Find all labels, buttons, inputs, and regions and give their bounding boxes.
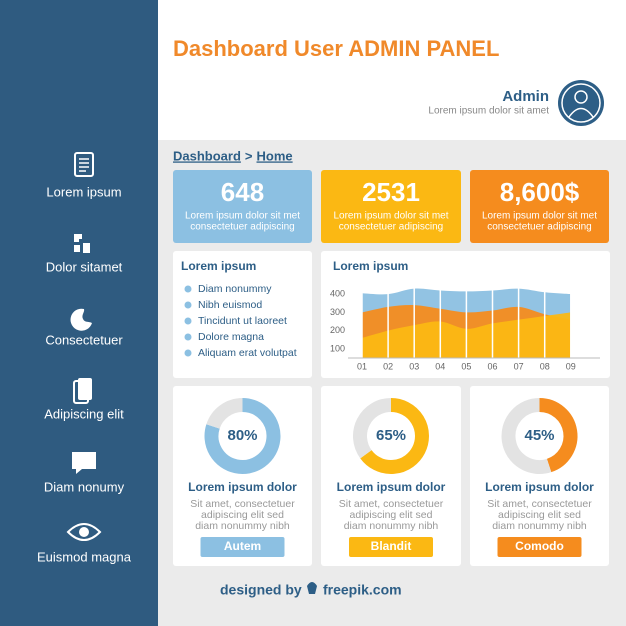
list-item: Aliquam erat volutpat bbox=[198, 347, 297, 359]
icon-puzzle bbox=[74, 234, 90, 253]
stat-card bbox=[321, 170, 461, 243]
sidebar-label[interactable]: Diam nonumy bbox=[44, 479, 125, 494]
y-tick-label: 300 bbox=[330, 307, 345, 317]
icon-doc-lines bbox=[79, 158, 89, 172]
x-tick-label: 04 bbox=[435, 361, 445, 371]
card-text: Sit amet, consectetuer bbox=[190, 498, 295, 510]
user-subtitle: Lorem ipsum dolor sit amet bbox=[428, 106, 549, 117]
card-text: diam nonummy nibh bbox=[195, 520, 290, 532]
sidebar-label[interactable]: Lorem ipsum bbox=[46, 184, 121, 199]
avatar-head bbox=[574, 90, 588, 104]
sidebar-icons bbox=[66, 152, 102, 541]
stat-text: consectetuer adipiscing bbox=[190, 222, 295, 233]
footer-logo bbox=[307, 582, 317, 594]
y-tick-label: 200 bbox=[330, 325, 345, 335]
user-name[interactable]: Admin bbox=[502, 88, 549, 105]
icon-eye bbox=[66, 523, 102, 541]
x-tick-label: 05 bbox=[461, 361, 471, 371]
bullet bbox=[184, 285, 192, 293]
x-tick-label: 03 bbox=[409, 361, 419, 371]
card-button[interactable] bbox=[497, 537, 582, 557]
stat-text: Lorem ipsum dolor sit met bbox=[333, 211, 448, 222]
card-text: adipiscing elit sed bbox=[498, 509, 581, 521]
x-tick-label: 02 bbox=[383, 361, 393, 371]
page-title: Dashboard User ADMIN PANEL bbox=[173, 36, 499, 61]
donut-label: 65% bbox=[376, 427, 406, 444]
donut-segment bbox=[353, 398, 392, 459]
x-tick-label: 07 bbox=[514, 361, 524, 371]
sidebar-label[interactable]: Consectetuer bbox=[45, 332, 123, 347]
list-item: Nibh euismod bbox=[198, 299, 262, 311]
avatar-ring bbox=[561, 83, 601, 123]
button-label[interactable]: Autem bbox=[224, 539, 261, 553]
card-text: adipiscing elit sed bbox=[350, 509, 433, 521]
list-item: Dolore magna bbox=[198, 331, 264, 343]
stat-card bbox=[470, 170, 609, 243]
card-title: Lorem ipsum dolor bbox=[485, 480, 594, 494]
stat-text: consectetuer adipiscing bbox=[339, 222, 444, 233]
avatar-body bbox=[568, 107, 594, 118]
bullet bbox=[184, 301, 192, 309]
donut-label: 45% bbox=[524, 427, 554, 444]
sidebar-label[interactable]: Dolor sitamet bbox=[46, 259, 123, 274]
card-text: adipiscing elit sed bbox=[201, 509, 284, 521]
icon-palette bbox=[70, 308, 92, 331]
card-text: Sit amet, consectetuer bbox=[487, 498, 592, 510]
x-tick-label: 01 bbox=[357, 361, 367, 371]
stat-text: consectetuer adipiscing bbox=[487, 222, 592, 233]
x-tick-label: 08 bbox=[540, 361, 550, 371]
bullet bbox=[184, 349, 192, 357]
donut-label: 80% bbox=[227, 427, 257, 444]
stat-value: 2531 bbox=[362, 177, 420, 207]
list-item: Diam nonummy bbox=[198, 283, 272, 295]
stat-text: Lorem ipsum dolor sit met bbox=[185, 211, 300, 222]
breadcrumb-link[interactable]: Home bbox=[257, 148, 293, 163]
card-button[interactable] bbox=[200, 537, 285, 557]
footer-prefix: designed by bbox=[220, 582, 302, 598]
y-tick-label: 100 bbox=[330, 343, 345, 353]
sidebar-label[interactable]: Adipiscing elit bbox=[44, 406, 124, 421]
donut-segment bbox=[539, 398, 578, 473]
list-item: Tincidunt ut laoreet bbox=[198, 315, 287, 327]
donut-segment bbox=[204, 398, 281, 474]
stat-value: 648 bbox=[221, 177, 264, 207]
card-text: diam nonummy nibh bbox=[492, 520, 587, 532]
icon-chat bbox=[72, 452, 96, 474]
donut-segment bbox=[501, 398, 552, 474]
icon-book-back bbox=[73, 380, 89, 404]
x-tick-label: 09 bbox=[566, 361, 576, 371]
card-title: Lorem ipsum dolor bbox=[337, 480, 446, 494]
bullet bbox=[184, 333, 192, 341]
breadcrumb-separator: > bbox=[245, 148, 253, 163]
card-button[interactable] bbox=[349, 537, 433, 557]
icon-doc bbox=[74, 152, 94, 177]
x-tick-label: 06 bbox=[487, 361, 497, 371]
avatar[interactable] bbox=[558, 80, 604, 126]
card-title: Lorem ipsum dolor bbox=[188, 480, 297, 494]
donut-segment bbox=[206, 398, 243, 430]
stat-text: Lorem ipsum dolor sit met bbox=[482, 211, 597, 222]
stat-card bbox=[173, 170, 312, 243]
button-label[interactable]: Blandit bbox=[371, 539, 412, 553]
chart-title: Lorem ipsum bbox=[333, 259, 408, 273]
list-card bbox=[173, 251, 312, 378]
bullet bbox=[184, 317, 192, 325]
stat-value: 8,600$ bbox=[500, 177, 580, 207]
y-tick-label: 400 bbox=[330, 289, 345, 299]
card-text: Sit amet, consectetuer bbox=[339, 498, 444, 510]
list-title: Lorem ipsum bbox=[181, 259, 256, 273]
donut-segment bbox=[360, 398, 429, 474]
footer-brand[interactable]: freepik.com bbox=[323, 582, 402, 598]
header-bg bbox=[158, 0, 626, 140]
button-label[interactable]: Comodo bbox=[515, 539, 564, 553]
card-text: diam nonummy nibh bbox=[344, 520, 439, 532]
breadcrumb-link[interactable]: Dashboard bbox=[173, 148, 241, 163]
sidebar-label[interactable]: Euismod magna bbox=[37, 549, 132, 564]
icon-pupil bbox=[79, 527, 89, 537]
